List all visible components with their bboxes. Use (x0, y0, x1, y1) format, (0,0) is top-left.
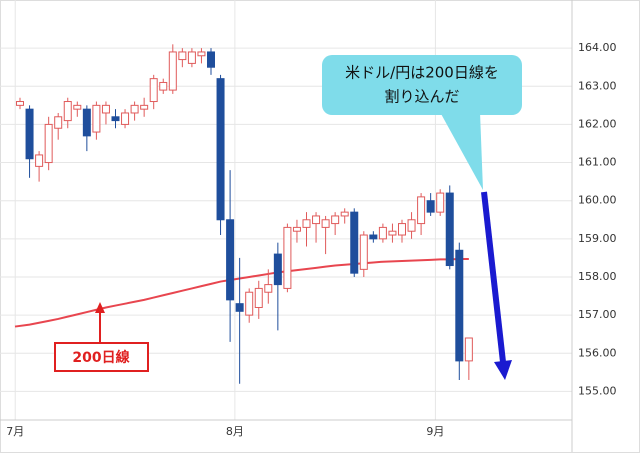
candle-body (216, 78, 225, 221)
candle-body (35, 154, 44, 167)
candle-body (359, 234, 368, 270)
y-tick-label: 164.00 (578, 41, 617, 54)
candle-body (407, 219, 416, 232)
candle-body (159, 81, 168, 91)
candle-body (226, 219, 235, 301)
candle-body (92, 104, 101, 133)
y-tick-label: 156.00 (578, 346, 617, 359)
candle-body (417, 196, 426, 225)
candle-body (63, 101, 72, 122)
candle-body (398, 223, 406, 236)
candle-body (44, 123, 53, 164)
candle-body (331, 215, 340, 225)
callout-tail (440, 112, 483, 190)
candle-body (369, 234, 378, 240)
y-tick-label: 158.00 (578, 270, 617, 283)
x-tick-label: 8月 (226, 425, 244, 438)
annotation: 割り込んだ (384, 88, 459, 106)
candle-body (245, 291, 254, 316)
candle-body (197, 51, 206, 57)
y-tick-label: 161.00 (578, 156, 617, 169)
candle-body (464, 337, 473, 362)
candle-body (388, 230, 397, 236)
candle-body (121, 112, 130, 125)
trend-arrow (481, 191, 506, 363)
candle-body (321, 219, 330, 228)
y-tick-label: 160.00 (578, 194, 617, 207)
candle-body (130, 104, 139, 114)
candle-body (54, 116, 63, 129)
candle-body (312, 215, 321, 225)
candle-body (254, 287, 263, 308)
y-tick-label: 159.00 (578, 232, 617, 245)
candle-body (101, 104, 110, 114)
x-tick-label: 7月 (6, 425, 24, 438)
candle-body (16, 101, 24, 106)
candle-body (350, 211, 359, 274)
callout-box (322, 55, 522, 115)
ma-arrow-head (95, 302, 105, 313)
candle-body (283, 226, 292, 289)
candle-body (82, 108, 91, 137)
candle-body (264, 284, 273, 293)
candle-body (292, 226, 301, 232)
candle-body (111, 116, 120, 122)
x-tick-label: 9月 (426, 425, 444, 438)
trend-arrow-head (494, 360, 512, 380)
candle-body (445, 192, 454, 267)
candle-body (168, 51, 177, 91)
candle-body (436, 192, 445, 213)
candle-body (378, 226, 387, 240)
candle-body (207, 51, 215, 68)
plot (14, 44, 473, 384)
candle-body (187, 51, 196, 64)
candle-body (178, 51, 187, 61)
candle-body (149, 78, 158, 103)
candle-body (273, 253, 282, 286)
legend-label: 200日線 (72, 349, 129, 366)
y-tick-label: 163.00 (578, 79, 617, 92)
candle-body (140, 104, 149, 110)
y-tick-label: 162.00 (578, 117, 617, 130)
candle-body (73, 104, 82, 110)
annotation: 米ドル/円は200日線を (345, 64, 499, 82)
candle-body (340, 211, 349, 217)
candle-body (302, 219, 311, 228)
candle-body (455, 249, 464, 362)
candle-body (235, 303, 244, 312)
y-tick-label: 157.00 (578, 308, 617, 321)
candle-body (25, 108, 34, 160)
candle-body (426, 200, 435, 213)
y-tick-label: 155.00 (578, 384, 617, 397)
ma-line (14, 258, 469, 328)
ma-label-box (54, 342, 149, 372)
